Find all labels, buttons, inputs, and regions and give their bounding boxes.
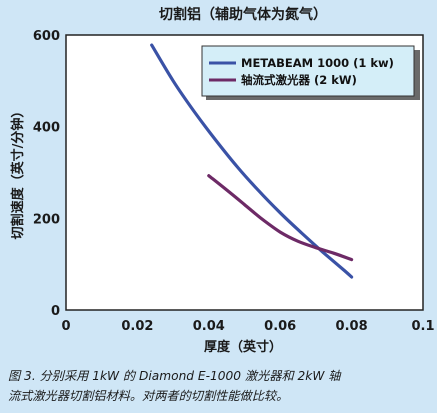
caption-line-1: 图 3. 分别采用 1kW 的 Diamond E-1000 激光器和 2kW … bbox=[8, 366, 432, 386]
caption-part-a: 图 3. 分别采用 1kW 的 bbox=[8, 369, 139, 383]
series-lines bbox=[150, 43, 354, 279]
x-axis-label: 厚度（英寸） bbox=[204, 339, 282, 355]
caption-line-2: 流式激光器切割铝材料。对两者的切割性能做比较。 bbox=[8, 386, 432, 406]
x-tick-label: 0.08 bbox=[336, 319, 368, 334]
series-line-1 bbox=[207, 174, 354, 262]
x-tick-label: 0 bbox=[61, 319, 70, 334]
legend-label-metabeam: METABEAM 1000 (1 kw) bbox=[241, 56, 394, 70]
caption-part-d: 流式激光器切割铝材料。对两者的切割性能做比较。 bbox=[8, 389, 289, 403]
caption-part-b: Diamond E-1000 bbox=[139, 369, 242, 383]
x-tick-label: 0.02 bbox=[121, 319, 153, 334]
legend: METABEAM 1000 (1 kw) 轴流式激光器 (2 kW) bbox=[201, 45, 420, 100]
y-axis-label: 切割速度（英寸/分钟） bbox=[10, 105, 26, 240]
legend-label-axial-flow: 轴流式激光器 (2 kW) bbox=[241, 73, 357, 87]
y-tick-label: 0 bbox=[51, 304, 60, 319]
x-tick-label: 0.04 bbox=[193, 319, 225, 334]
x-tick-label: 0.1 bbox=[411, 319, 434, 334]
y-tick-label: 600 bbox=[33, 29, 60, 44]
axis-ticks: 0 0.02 0.04 0.06 0.08 0.1 0 200 400 600 bbox=[33, 29, 435, 334]
x-tick-label: 0.06 bbox=[264, 319, 296, 334]
figure-caption: 图 3. 分别采用 1kW 的 Diamond E-1000 激光器和 2kW … bbox=[8, 366, 432, 406]
chart-title: 切割铝（辅助气体为氮气） bbox=[159, 6, 327, 23]
series-line-0 bbox=[150, 43, 354, 279]
caption-part-c: 激光器和 2kW 轴 bbox=[241, 369, 341, 383]
legend-box bbox=[201, 45, 415, 97]
y-tick-label: 200 bbox=[33, 212, 60, 227]
y-tick-label: 400 bbox=[33, 121, 60, 136]
